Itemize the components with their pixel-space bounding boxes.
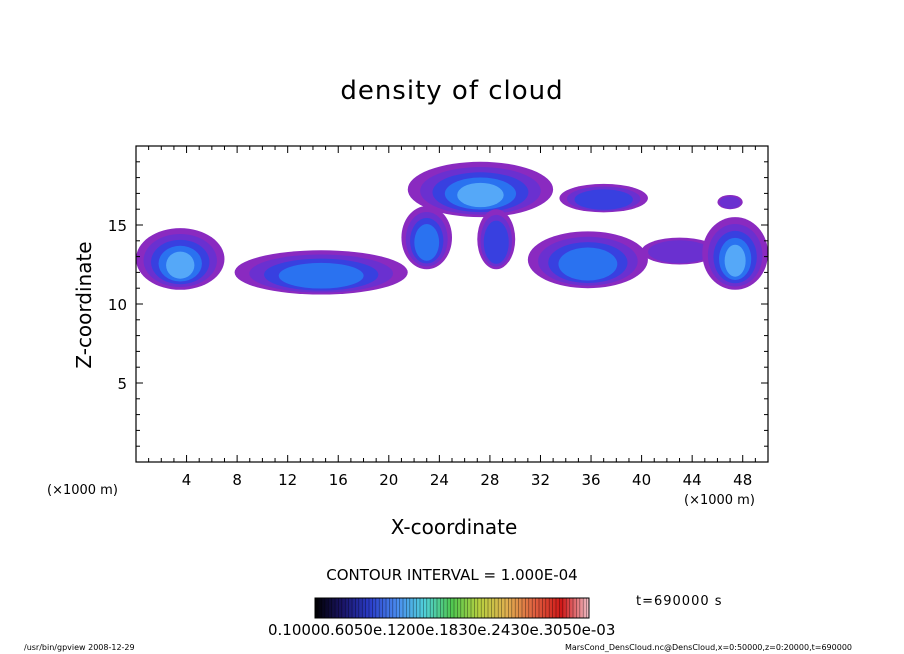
contour-level	[166, 251, 195, 279]
x-axis-label: X-coordinate	[390, 515, 518, 539]
y-tick-label: 15	[108, 217, 127, 235]
contour-level	[574, 189, 633, 210]
cloud-region	[234, 250, 408, 295]
contour-interval: CONTOUR INTERVAL = 1.000E-04	[326, 566, 578, 584]
cloud-region	[559, 183, 648, 213]
density-field	[136, 161, 768, 295]
x-tick-label: 40	[632, 471, 651, 489]
colorbar-fill	[315, 598, 589, 618]
x-tick-label: 16	[329, 471, 348, 489]
colorbar-frame	[314, 597, 590, 619]
x-tick-label: 12	[278, 471, 297, 489]
cloud-region	[407, 161, 554, 218]
y-axis-label: Z-coordinate	[72, 241, 96, 369]
contour-level	[414, 224, 440, 261]
contour-level	[483, 220, 509, 264]
cloud-region	[136, 228, 225, 290]
x-tick-label: 44	[683, 471, 702, 489]
y-tick-label: 5	[117, 375, 127, 393]
cloud-region	[401, 206, 452, 270]
time-stamp: t=690000 s	[636, 594, 723, 609]
x-tick-label: 28	[480, 471, 499, 489]
contour-level	[457, 182, 504, 208]
colorbar-tick-labels: 0.10000.6050e.1200e.1830e.2430e.3050e-03	[268, 621, 616, 639]
x-tick-label: 48	[733, 471, 752, 489]
y-axis-unit: (×1000 m)	[47, 483, 118, 498]
x-tick-label: 24	[430, 471, 449, 489]
contour-level	[724, 244, 746, 277]
contour-level	[558, 247, 618, 281]
y-tick-label: 10	[108, 296, 127, 314]
x-tick-label: 36	[581, 471, 600, 489]
colorbar	[314, 597, 590, 619]
x-tick-label: 32	[531, 471, 550, 489]
cloud-region	[702, 217, 768, 290]
x-axis-unit: (×1000 m)	[684, 493, 755, 508]
contour-level	[278, 262, 364, 289]
contour-level	[648, 240, 711, 264]
x-tick-label: 8	[232, 471, 242, 489]
footer-source: MarsCond_DensCloud.nc@DensCloud,x=0:5000…	[564, 643, 852, 652]
footer-program: /usr/bin/gpview 2008-12-29	[24, 643, 135, 652]
cloud-region	[641, 237, 718, 265]
cloud-region	[717, 194, 743, 210]
contour-level	[719, 196, 741, 209]
cloud-region	[527, 231, 648, 289]
x-tick-label: 20	[379, 471, 398, 489]
cloud-region	[477, 209, 516, 270]
chart-title: density of cloud	[340, 76, 564, 106]
x-tick-label: 4	[182, 471, 192, 489]
